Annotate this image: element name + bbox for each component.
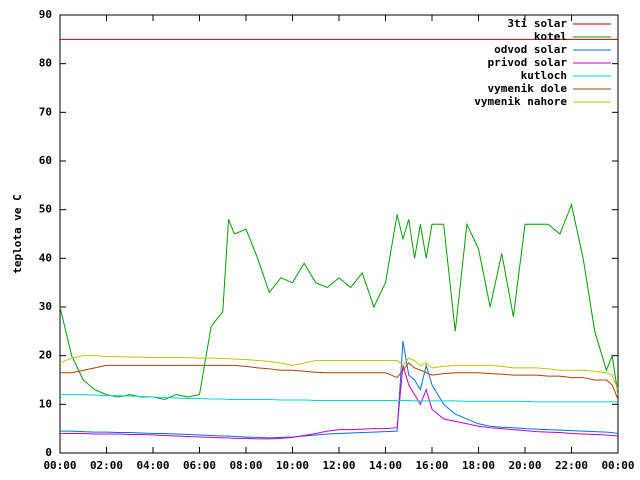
x-tick-label: 16:00 <box>415 459 448 472</box>
legend-label: vymenik dole <box>488 82 568 95</box>
series-line <box>60 365 619 440</box>
y-tick-label: 0 <box>45 446 52 459</box>
y-tick-label: 80 <box>39 57 52 70</box>
series-line <box>60 394 618 403</box>
y-tick-label: 60 <box>39 154 52 167</box>
x-tick-label: 22:00 <box>555 459 588 472</box>
series-line <box>59 355 619 390</box>
x-tick-label: 06:00 <box>183 459 216 472</box>
y-tick-label: 30 <box>39 300 52 313</box>
y-axis-label: teplota ve C <box>11 194 24 273</box>
x-tick-label: 08:00 <box>229 459 262 472</box>
x-tick-label: 00:00 <box>43 459 76 472</box>
legend-label: 3ti solar <box>507 17 567 30</box>
y-tick-label: 10 <box>39 397 52 410</box>
series-line <box>60 362 619 400</box>
x-tick-label: 18:00 <box>462 459 495 472</box>
x-tick-label: 20:00 <box>508 459 541 472</box>
x-tick-label: 04:00 <box>136 459 169 472</box>
series-line <box>59 203 619 400</box>
y-tick-label: 70 <box>39 105 52 118</box>
legend-label: privod solar <box>488 56 568 69</box>
series-line <box>60 340 619 439</box>
y-tick-label: 50 <box>39 203 52 216</box>
legend-label: vymenik nahore <box>474 95 567 108</box>
legend-label: kutloch <box>521 69 567 82</box>
x-tick-label: 00:00 <box>601 459 634 472</box>
legend-label: kotel <box>534 30 567 43</box>
x-tick-label: 14:00 <box>369 459 402 472</box>
x-tick-label: 02:00 <box>90 459 123 472</box>
legend-label: odvod solar <box>494 43 567 56</box>
x-tick-label: 12:00 <box>322 459 355 472</box>
y-tick-label: 40 <box>39 251 52 264</box>
y-tick-label: 90 <box>39 8 52 21</box>
x-tick-label: 10:00 <box>276 459 309 472</box>
y-tick-label: 20 <box>39 349 52 362</box>
